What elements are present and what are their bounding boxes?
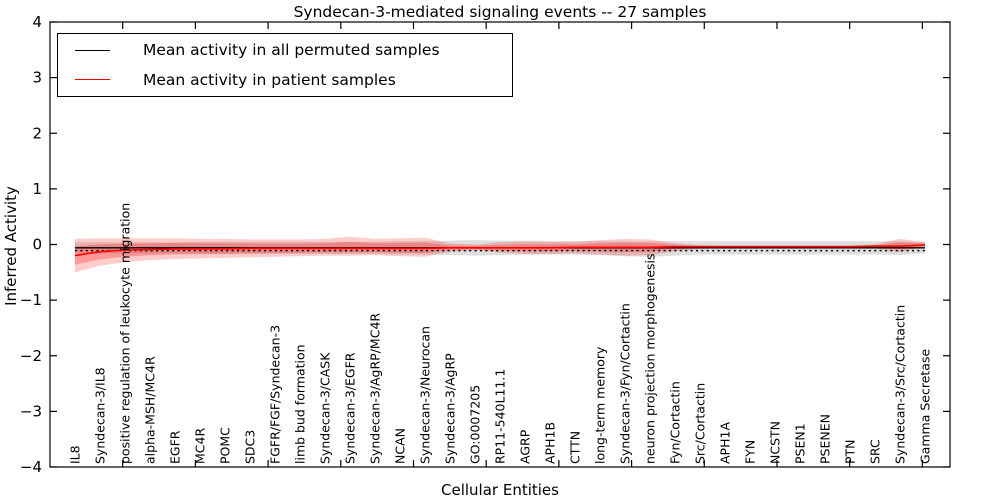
legend-label-patient: Mean activity in patient samples <box>143 70 396 89</box>
x-entity-label: Syndecan-3/Src/Cortactin <box>893 305 908 464</box>
y-tick-label: 0 <box>32 236 42 254</box>
x-axis-label: Cellular Entities <box>441 481 559 499</box>
x-entity-label: EGFR <box>168 430 183 464</box>
x-entity-label: Src/Cortactin <box>693 383 708 464</box>
x-entity-label: CTTN <box>568 431 583 464</box>
y-tick-label: −1 <box>20 291 42 309</box>
x-entity-label: Syndecan-3/CASK <box>318 352 333 464</box>
x-entity-label: FYN <box>743 440 758 464</box>
y-tick-label: 2 <box>32 124 42 142</box>
x-entity-label: neuron projection morphogenesis <box>643 253 658 464</box>
x-entity-label: limb bud formation <box>293 344 308 464</box>
x-entity-label: AGRP <box>518 429 533 464</box>
y-tick-label: −2 <box>20 347 42 365</box>
x-entity-label: alpha-MSH/MC4R <box>143 356 158 464</box>
x-entity-label: PSENEN <box>818 414 833 464</box>
patient-mean-line <box>74 244 926 257</box>
x-entity-label: Fyn/Cortactin <box>668 381 683 464</box>
x-entity-label: SRC <box>868 439 883 464</box>
legend-item-permuted: Mean activity in all permuted samples <box>58 37 512 63</box>
y-tick-label: 1 <box>32 180 42 198</box>
y-tick-label: −4 <box>20 458 42 476</box>
x-entity-label: NCSTN <box>768 421 783 464</box>
x-entity-label: IL8 <box>68 445 83 464</box>
x-entity-label: positive regulation of leukocyte migrati… <box>118 203 133 464</box>
legend-label-permuted: Mean activity in all permuted samples <box>143 41 440 60</box>
y-tick-label: 3 <box>32 69 42 87</box>
permuted-line-sample <box>75 49 110 51</box>
y-tick-label: −3 <box>20 402 42 420</box>
x-entity-label: PTN <box>843 439 858 464</box>
x-entity-label: Syndecan-3/EGFR <box>343 352 358 464</box>
y-tick-label: 4 <box>32 13 42 31</box>
x-entity-label: Syndecan-3/Fyn/Cortactin <box>618 303 633 464</box>
x-entity-label: NCAN <box>393 428 408 464</box>
x-entity-label: long-term memory <box>593 346 608 464</box>
x-entity-label: GO:0007205 <box>468 385 483 464</box>
x-entity-label: MC4R <box>193 428 208 464</box>
x-entity-label: SDC3 <box>243 430 258 464</box>
x-entity-label: FGFR/FGF/Syndecan-3 <box>268 325 283 464</box>
x-entity-label: Syndecan-3/AgRP <box>443 353 458 464</box>
x-entity-label: PSEN1 <box>793 423 808 464</box>
x-entity-label: Syndecan-3/Neurocan <box>418 326 433 464</box>
x-entity-label: APH1B <box>543 422 558 464</box>
x-entity-label: POMC <box>218 427 233 464</box>
patient-std-band <box>75 236 925 273</box>
x-entity-label: APH1A <box>718 422 733 464</box>
legend-item-patient: Mean activity in patient samples <box>58 67 512 93</box>
x-entity-label: Syndecan-3/AgRP/MC4R <box>368 313 383 464</box>
x-entity-label: RP11-540L11.1 <box>493 369 508 464</box>
legend: Mean activity in all permuted samples Me… <box>57 33 513 97</box>
patient-line-sample <box>75 79 110 81</box>
chart-title: Syndecan-3-mediated signaling events -- … <box>293 3 707 21</box>
x-entity-label: Syndecan-3/IL8 <box>93 367 108 464</box>
x-entity-label: Gamma Secretase <box>918 349 933 464</box>
